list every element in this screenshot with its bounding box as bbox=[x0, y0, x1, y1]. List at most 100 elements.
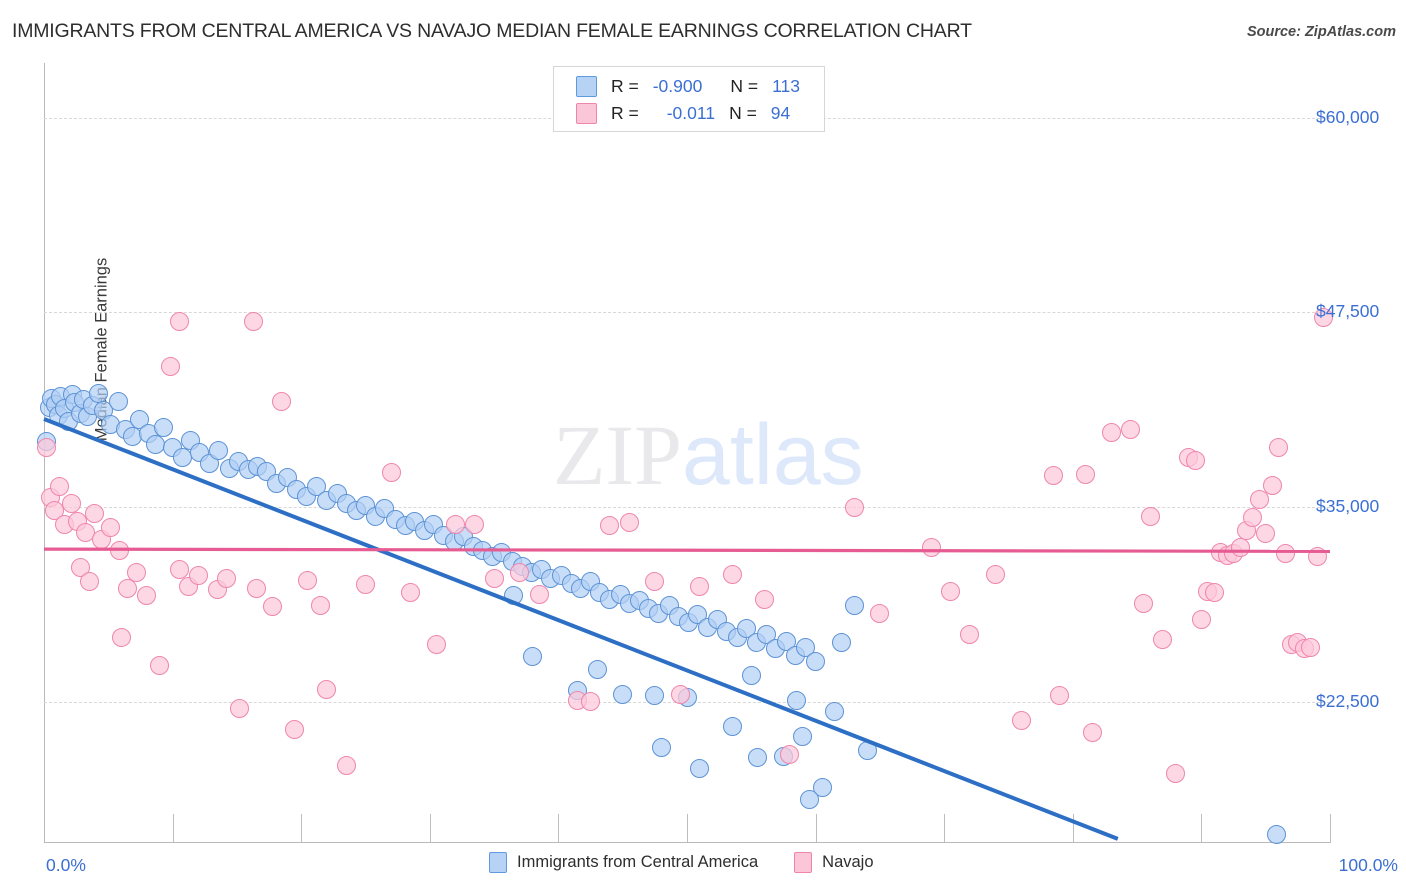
legend-swatch-navajo-icon bbox=[794, 852, 813, 873]
page-title: IMMIGRANTS FROM CENTRAL AMERICA VS NAVAJ… bbox=[12, 20, 972, 42]
data-point bbox=[317, 679, 337, 699]
data-point bbox=[1076, 464, 1096, 484]
data-point bbox=[645, 572, 665, 592]
correlation-legend: R = -0.900 N = 113 R = -0.011 N = 94 bbox=[553, 66, 825, 132]
r-label-pink: R = bbox=[611, 102, 639, 123]
data-point bbox=[651, 737, 671, 757]
data-point bbox=[581, 692, 600, 712]
data-point bbox=[1204, 583, 1224, 603]
source-label: Source: ZipAtlas.com bbox=[1246, 24, 1396, 40]
y-axis-tick-label: $47,500 bbox=[1316, 301, 1380, 322]
data-point bbox=[960, 625, 980, 645]
data-point bbox=[870, 603, 890, 623]
legend-item-navajo[interactable]: Navajo bbox=[794, 852, 874, 873]
data-point bbox=[1044, 466, 1063, 486]
data-point bbox=[986, 564, 1006, 584]
n-label-pink: N = bbox=[729, 102, 757, 123]
data-point bbox=[690, 577, 710, 596]
data-point bbox=[812, 778, 832, 797]
data-point bbox=[1140, 506, 1160, 526]
data-point bbox=[79, 572, 99, 592]
data-point bbox=[806, 651, 826, 671]
data-point bbox=[799, 790, 819, 810]
data-point bbox=[160, 357, 180, 377]
data-point bbox=[941, 581, 961, 601]
y-axis-tick-label: $60,000 bbox=[1316, 106, 1380, 127]
data-point bbox=[154, 418, 174, 438]
x-axis-tick bbox=[301, 814, 303, 842]
legend-item-immigrants[interactable]: Immigrants from Central America bbox=[489, 852, 758, 873]
data-point bbox=[336, 756, 356, 776]
data-point bbox=[426, 634, 446, 654]
trendline bbox=[43, 417, 1119, 841]
x-axis-tick bbox=[1330, 814, 1331, 842]
data-point bbox=[150, 656, 170, 676]
data-point bbox=[793, 726, 813, 746]
n-value-blue: 113 bbox=[772, 75, 800, 96]
data-point bbox=[1191, 609, 1211, 629]
data-point bbox=[1082, 723, 1102, 743]
data-point bbox=[230, 698, 249, 718]
x-axis-tick bbox=[944, 814, 946, 842]
data-point bbox=[401, 583, 420, 603]
data-point bbox=[1269, 438, 1289, 458]
x-axis-tick bbox=[1072, 814, 1074, 842]
data-point bbox=[510, 563, 530, 582]
x-axis-line bbox=[44, 842, 1331, 843]
series-legend: Immigrants from Central America Navajo bbox=[489, 852, 910, 873]
data-point bbox=[1249, 489, 1269, 509]
data-point bbox=[722, 564, 742, 584]
n-value-pink: 94 bbox=[770, 102, 791, 123]
data-point bbox=[169, 312, 189, 332]
data-point bbox=[529, 584, 549, 604]
data-point bbox=[795, 637, 815, 657]
x-axis-tick bbox=[558, 814, 560, 842]
correlation-row-blue: R = -0.900 N = 113 bbox=[576, 73, 800, 99]
trendline-layer bbox=[43, 417, 1331, 841]
plot-area bbox=[37, 63, 1334, 844]
x-axis-tick bbox=[429, 814, 431, 842]
data-point bbox=[645, 686, 665, 705]
data-point bbox=[1301, 637, 1321, 657]
data-point bbox=[741, 665, 761, 685]
r-value-blue: -0.900 bbox=[652, 75, 703, 96]
data-point bbox=[776, 631, 796, 651]
data-point bbox=[1134, 594, 1153, 614]
data-point bbox=[1275, 544, 1295, 564]
x-axis-min-label: 0.0% bbox=[46, 855, 86, 875]
data-point bbox=[381, 463, 401, 483]
data-point bbox=[786, 690, 806, 710]
data-point bbox=[44, 500, 64, 520]
data-point bbox=[169, 559, 189, 579]
series-swatch-immigrants-icon bbox=[576, 75, 597, 97]
series-swatch-navajo-icon bbox=[576, 102, 597, 124]
data-point bbox=[1266, 824, 1286, 844]
data-point bbox=[244, 312, 264, 332]
data-point bbox=[613, 684, 633, 704]
data-point bbox=[84, 503, 104, 523]
data-point bbox=[111, 628, 131, 648]
x-axis-tick bbox=[172, 814, 174, 842]
data-point bbox=[1121, 419, 1141, 439]
data-point bbox=[188, 566, 208, 586]
legend-label-immigrants: Immigrants from Central America bbox=[517, 853, 759, 871]
x-axis-tick bbox=[1201, 814, 1203, 842]
data-point bbox=[356, 575, 375, 595]
data-point bbox=[671, 684, 691, 704]
data-point bbox=[246, 578, 266, 598]
data-point bbox=[1101, 422, 1121, 442]
data-point bbox=[1050, 686, 1070, 705]
data-point bbox=[1256, 524, 1276, 543]
data-point bbox=[619, 513, 639, 533]
data-point bbox=[844, 497, 864, 517]
legend-label-navajo: Navajo bbox=[822, 853, 874, 871]
data-point bbox=[127, 563, 147, 582]
data-point bbox=[465, 514, 485, 534]
data-point bbox=[49, 477, 69, 497]
data-point bbox=[217, 569, 237, 589]
gridline bbox=[44, 507, 1330, 508]
trendline bbox=[43, 547, 1331, 553]
data-point bbox=[523, 647, 543, 667]
n-label-blue: N = bbox=[730, 75, 759, 96]
r-value-pink: -0.011 bbox=[666, 102, 716, 123]
